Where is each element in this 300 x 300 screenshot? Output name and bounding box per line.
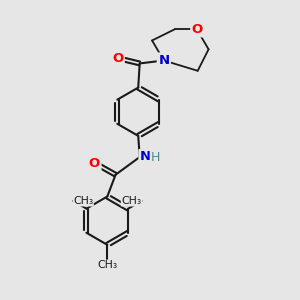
Text: CH₃: CH₃ [122, 196, 142, 206]
Text: CH₃: CH₃ [97, 260, 117, 270]
Text: N: N [158, 54, 169, 67]
Text: N: N [140, 150, 151, 163]
Text: O: O [192, 23, 203, 36]
Text: H: H [150, 151, 160, 164]
Text: O: O [112, 52, 123, 64]
Text: CH₃: CH₃ [73, 196, 93, 206]
Text: O: O [89, 157, 100, 170]
